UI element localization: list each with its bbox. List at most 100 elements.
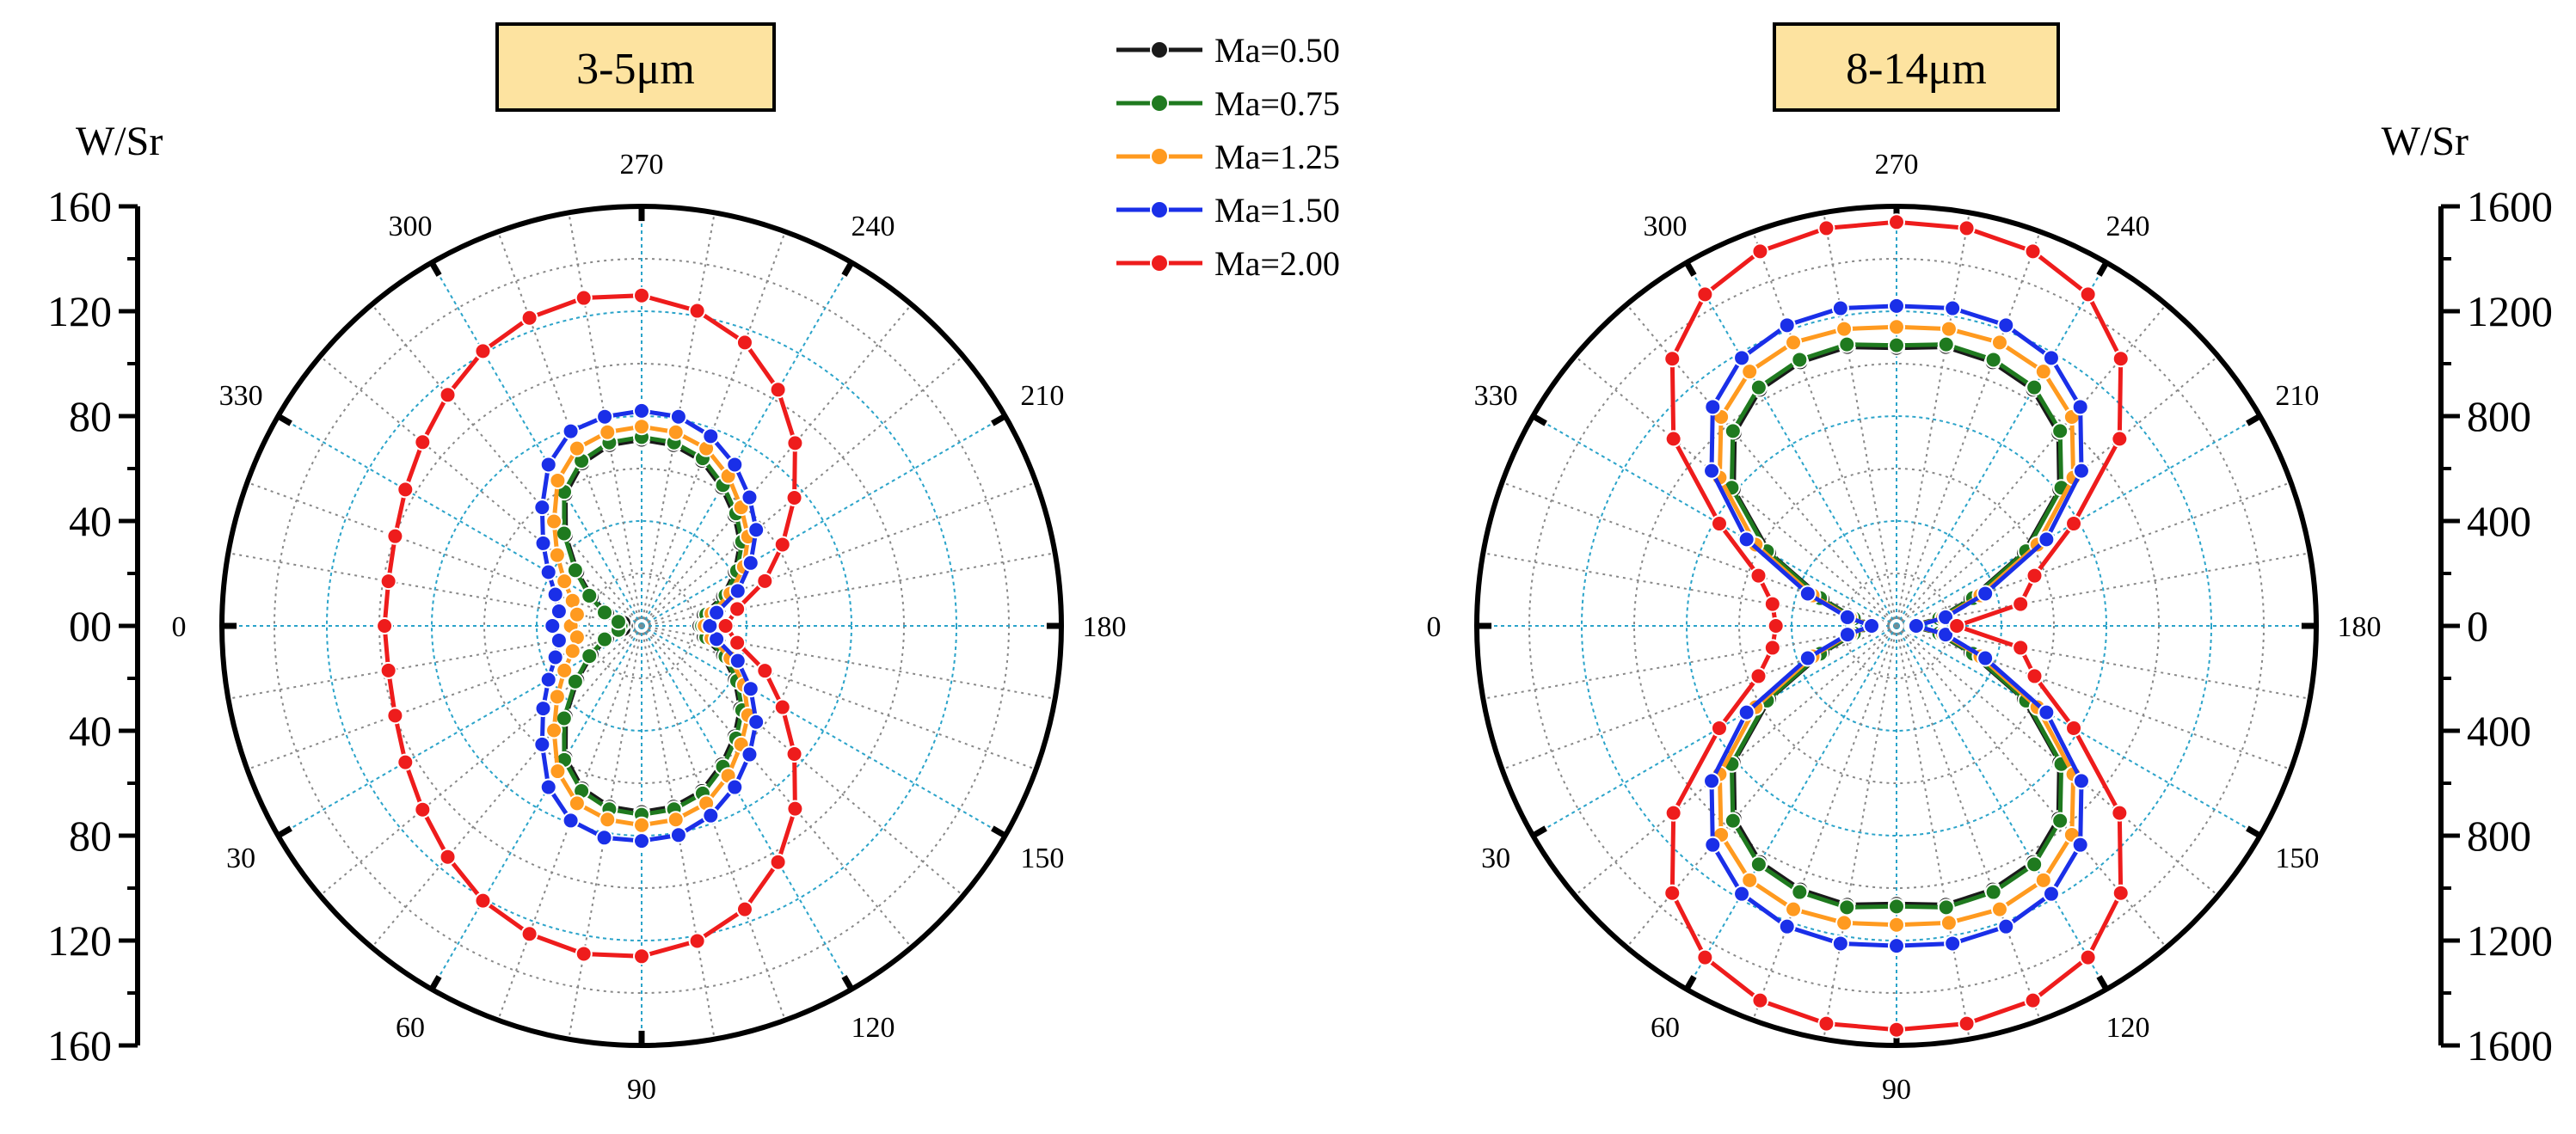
- data-point: [2112, 884, 2130, 902]
- data-point: [729, 600, 747, 618]
- axis-tick-label: 400: [2467, 707, 2531, 755]
- data-point: [756, 662, 774, 680]
- data-point: [550, 631, 568, 649]
- ring-tick: [428, 261, 442, 277]
- data-point: [1696, 948, 1714, 966]
- data-point: [533, 499, 551, 517]
- data-point: [534, 534, 552, 552]
- data-point: [1737, 703, 1755, 721]
- data-point: [785, 489, 803, 507]
- grid-spoke: [641, 625, 716, 1039]
- data-point: [702, 427, 720, 445]
- data-point: [1663, 350, 1681, 368]
- data-point: [633, 947, 650, 965]
- data-point: [1710, 719, 1728, 737]
- data-point: [747, 521, 765, 539]
- grid-spoke: [1574, 625, 1897, 897]
- data-point: [1767, 617, 1785, 634]
- data-point: [379, 573, 397, 591]
- data-point: [1888, 297, 1905, 315]
- data-point: [1838, 626, 1856, 644]
- data-point: [1997, 917, 2015, 935]
- grid-spoke: [431, 625, 642, 990]
- data-point: [1835, 320, 1854, 338]
- data-point: [1763, 595, 1781, 613]
- data-point: [546, 585, 564, 604]
- data-point: [726, 456, 744, 474]
- angle-label: 240: [2106, 211, 2150, 242]
- ring-tick: [2246, 413, 2262, 426]
- data-point: [544, 617, 562, 634]
- data-point: [539, 778, 557, 796]
- data-point: [741, 680, 759, 698]
- grid-spoke: [641, 625, 786, 1021]
- data-point: [550, 603, 568, 621]
- ring-tick: [991, 825, 1007, 839]
- grid-circle: [1581, 310, 2212, 941]
- data-point: [386, 527, 404, 545]
- data-point: [1703, 772, 1721, 790]
- data-point: [1888, 1021, 1905, 1039]
- data-point: [549, 471, 567, 489]
- data-point: [1888, 213, 1905, 231]
- data-point: [1997, 316, 2015, 334]
- data-point: [633, 816, 650, 834]
- data-point: [702, 806, 720, 824]
- grid-spoke: [641, 261, 852, 627]
- grid-circle: [1738, 468, 2055, 784]
- grid-spoke: [1823, 212, 1897, 627]
- data-point: [596, 630, 614, 648]
- legend-label: Ma=0.75: [1214, 84, 1340, 123]
- data-point: [785, 745, 803, 763]
- data-point: [1937, 626, 1955, 644]
- data-point: [1838, 335, 1856, 353]
- ring-tick: [1531, 825, 1547, 839]
- legend-swatch-marker: [1150, 40, 1169, 59]
- data-point: [1763, 639, 1781, 657]
- data-point: [1785, 900, 1803, 918]
- grid-spoke: [1896, 481, 2291, 627]
- data-point: [2072, 772, 2090, 790]
- ring-tick: [276, 825, 292, 839]
- axis-tick-label: 0: [2467, 602, 2488, 650]
- angle-label: 180: [2338, 611, 2382, 643]
- angle-label: 90: [627, 1074, 656, 1106]
- data-point: [1958, 1014, 1976, 1033]
- grid-spoke: [1574, 355, 1897, 627]
- data-point: [2026, 378, 2044, 396]
- ring-tick: [841, 975, 855, 991]
- axis-tick-label: 80: [69, 812, 112, 860]
- data-point: [1751, 991, 1769, 1009]
- data-point: [414, 800, 432, 818]
- grid-spoke: [319, 625, 642, 897]
- grid-spoke: [641, 481, 1036, 627]
- data-point: [2034, 363, 2052, 381]
- grid-spoke: [641, 355, 964, 627]
- legend-swatch-marker: [1150, 94, 1169, 113]
- legend-label: Ma=1.25: [1214, 138, 1340, 176]
- legend-label: Ma=0.50: [1214, 31, 1340, 70]
- angle-label: 270: [620, 149, 664, 181]
- grid-spoke: [1896, 625, 2041, 1021]
- data-point: [2111, 804, 2129, 822]
- data-point: [1785, 334, 1803, 352]
- grid-spoke: [431, 261, 642, 627]
- data-point: [1831, 299, 1849, 317]
- data-point: [2026, 855, 2044, 873]
- angle-label: 210: [2275, 380, 2319, 412]
- data-point: [379, 661, 397, 679]
- data-point: [520, 309, 538, 327]
- data-point: [539, 563, 557, 581]
- data-point: [708, 604, 726, 622]
- angle-label: 300: [389, 211, 433, 242]
- grid-spoke: [1896, 355, 2219, 627]
- axis-tick-label: 800: [2467, 812, 2531, 860]
- data-point: [568, 605, 586, 623]
- data-point: [474, 892, 492, 910]
- data-point: [669, 826, 687, 844]
- chart-title: 8-14μm: [1846, 45, 1987, 94]
- data-point: [1741, 871, 1759, 889]
- data-point: [2038, 703, 2056, 721]
- data-point: [439, 386, 457, 404]
